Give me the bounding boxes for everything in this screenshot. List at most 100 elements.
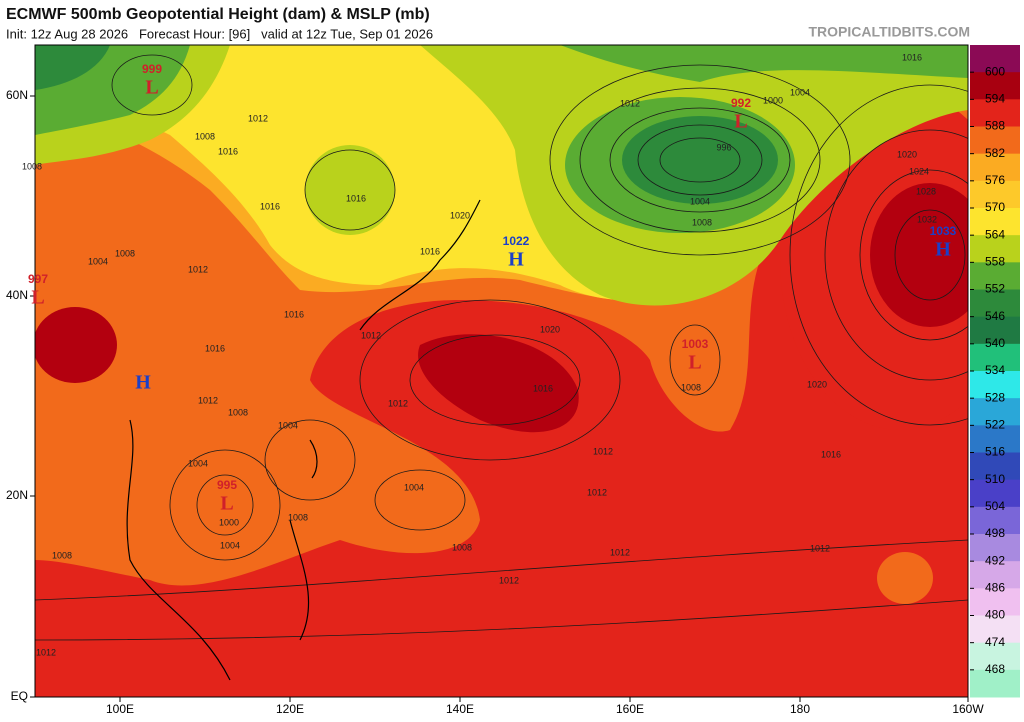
isobar-label: 1000 <box>219 517 239 527</box>
isobar-label: 1004 <box>404 482 424 492</box>
colorbar-swatch <box>970 669 1020 698</box>
colorbar-swatch <box>970 534 1020 562</box>
colorbar-swatch <box>970 452 1020 481</box>
isobar-label: 1008 <box>195 131 215 141</box>
isobar-label: 1004 <box>690 196 710 206</box>
subtitle: Init: 12z Aug 28 2026 Forecast Hour: [96… <box>6 26 433 41</box>
colorbar-swatch <box>970 180 1020 209</box>
colorbar-label: 600 <box>985 64 1005 78</box>
center-symbol: L <box>734 111 747 133</box>
colorbar-label: 594 <box>985 92 1005 106</box>
center-value: 1033 <box>930 224 957 238</box>
colorbar-label: 504 <box>985 499 1005 513</box>
isobar-label: 1016 <box>420 246 440 256</box>
colorbar-swatch <box>970 371 1020 399</box>
center-value: 995 <box>217 478 237 492</box>
colorbar-swatch <box>970 316 1020 345</box>
colorbar-swatch <box>970 72 1020 100</box>
isobar-label: 1008 <box>228 407 248 417</box>
isobar-label: 996 <box>716 142 731 152</box>
isobar-label: 1008 <box>115 248 135 258</box>
center-symbol: L <box>688 352 701 374</box>
colorbar-swatch <box>970 479 1020 508</box>
colorbar-label: 480 <box>985 608 1005 622</box>
colorbar-label: 516 <box>985 445 1005 459</box>
title: ECMWF 500mb Geopotential Height (dam) & … <box>6 6 430 23</box>
center-symbol: H <box>935 239 951 261</box>
center-symbol: L <box>220 493 233 515</box>
isobar-label: 1012 <box>188 264 208 274</box>
colorbar-label: 486 <box>985 581 1005 595</box>
lat-label: 60N <box>6 88 28 102</box>
colorbar-swatch <box>970 262 1020 290</box>
colorbar-label: 534 <box>985 363 1005 377</box>
isobar-label: 1016 <box>821 449 841 459</box>
colorbar-label: 558 <box>985 255 1005 269</box>
center-symbol: H <box>135 372 151 394</box>
center-symbol: L <box>145 77 158 99</box>
colorbar-label: 582 <box>985 146 1005 160</box>
center-value: 999 <box>142 62 162 76</box>
isobar-label: 1024 <box>909 166 929 176</box>
isobar-label: 1012 <box>810 543 830 553</box>
isobar-label: 1008 <box>692 217 712 227</box>
isobar-label: 1020 <box>897 149 917 159</box>
isobar-label: 1020 <box>807 379 827 389</box>
isobar-label: 1016 <box>346 193 366 203</box>
colorbar-swatch <box>970 289 1020 318</box>
colorbar-label: 528 <box>985 390 1005 404</box>
isobar-label: 1000 <box>763 95 783 105</box>
isobar-label: 1028 <box>916 186 936 196</box>
lon-label: 160W <box>952 702 984 716</box>
lon-label: 140E <box>446 702 474 716</box>
colorbar: 600 594 588 582 576 570 564 558 552 546 540 534 528 5… <box>970 45 1020 698</box>
colorbar-swatch <box>970 398 1020 426</box>
center-symbol: L <box>31 287 44 309</box>
isobar-label: 1004 <box>188 458 208 468</box>
isobar-label: 1012 <box>388 398 408 408</box>
isobar-label: 1008 <box>52 550 72 560</box>
isobar-label: 1008 <box>22 161 42 171</box>
isobar-label: 1020 <box>540 324 560 334</box>
isobar-label: 1012 <box>198 395 218 405</box>
isobar-label: 1016 <box>284 309 304 319</box>
colorbar-swatch <box>970 506 1020 535</box>
isobar-label: 1004 <box>278 420 298 430</box>
isobar-label: 1012 <box>361 330 381 340</box>
colorbar-label: 468 <box>985 662 1005 676</box>
isobar-label: 1012 <box>593 446 613 456</box>
colorbar-swatch <box>970 99 1020 127</box>
colorbar-swatch <box>970 208 1020 236</box>
lat-label: 20N <box>6 488 28 502</box>
center-value: 1022 <box>503 234 530 248</box>
colorbar-label: 576 <box>985 173 1005 187</box>
isobar-label: 1016 <box>260 201 280 211</box>
source: TROPICALTIDBITS.COM <box>808 24 970 40</box>
isobar-label: 1012 <box>620 98 640 108</box>
isobar-label: 1004 <box>220 540 240 550</box>
isobar-label: 1012 <box>36 647 56 657</box>
colorbar-label: 588 <box>985 119 1005 133</box>
colorbar-swatch <box>970 615 1020 644</box>
isobar-label: 1012 <box>610 547 630 557</box>
colorbar-swatch <box>970 642 1020 671</box>
isobar-label: 1008 <box>288 512 308 522</box>
isobar-label: 1012 <box>499 575 519 585</box>
colorbar-swatch <box>970 153 1020 182</box>
colorbar-swatch <box>970 561 1020 589</box>
center-symbol: H <box>508 249 524 271</box>
isobar-label: 1004 <box>790 87 810 97</box>
lon-label: 160E <box>616 702 644 716</box>
colorbar-label: 570 <box>985 200 1005 214</box>
colorbar-swatch <box>970 425 1020 453</box>
colorbar-swatch <box>970 343 1020 372</box>
lon-label: 120E <box>276 702 304 716</box>
isobar-label: 1008 <box>681 382 701 392</box>
isobar-label: 1008 <box>452 542 472 552</box>
colorbar-swatch <box>970 235 1020 263</box>
colorbar-label: 522 <box>985 418 1005 432</box>
isobar-label: 1032 <box>917 214 937 224</box>
isobar-label: 1016 <box>902 52 922 62</box>
isobar-label: 1012 <box>248 113 268 123</box>
colorbar-swatch <box>970 588 1020 616</box>
